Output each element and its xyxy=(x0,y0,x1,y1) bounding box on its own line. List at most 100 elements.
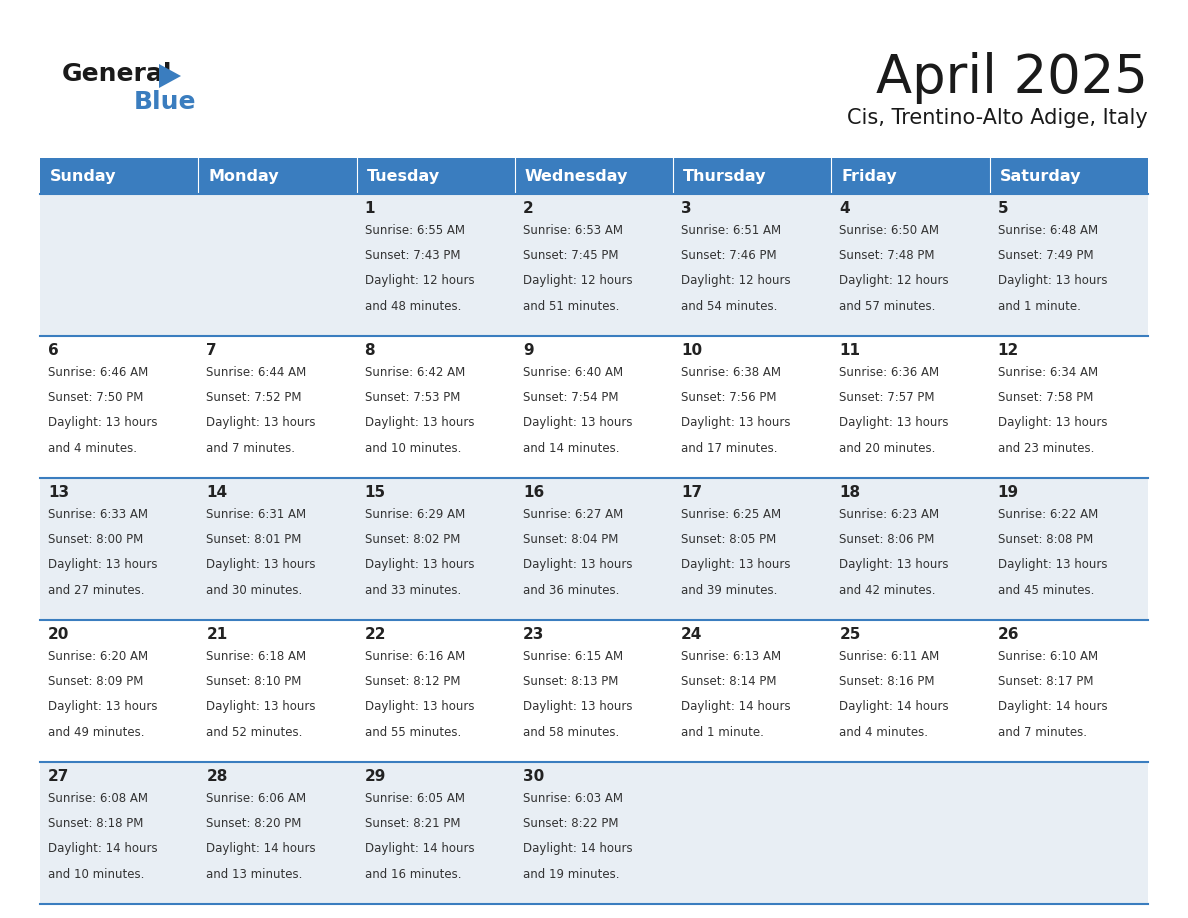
Text: and 33 minutes.: and 33 minutes. xyxy=(365,584,461,597)
Text: Daylight: 13 hours: Daylight: 13 hours xyxy=(840,417,949,430)
Text: Sunset: 7:58 PM: Sunset: 7:58 PM xyxy=(998,391,1093,404)
Text: 21: 21 xyxy=(207,627,228,642)
Text: Sunrise: 6:55 AM: Sunrise: 6:55 AM xyxy=(365,224,465,237)
Text: Sunrise: 6:40 AM: Sunrise: 6:40 AM xyxy=(523,366,623,379)
Text: Sunrise: 6:05 AM: Sunrise: 6:05 AM xyxy=(365,792,465,805)
Text: Sunrise: 6:20 AM: Sunrise: 6:20 AM xyxy=(48,650,148,663)
Text: April 2025: April 2025 xyxy=(876,52,1148,104)
Bar xyxy=(198,158,356,194)
Text: and 7 minutes.: and 7 minutes. xyxy=(207,442,296,454)
Text: Sunrise: 6:10 AM: Sunrise: 6:10 AM xyxy=(998,650,1098,663)
Bar xyxy=(832,158,990,194)
Text: Daylight: 14 hours: Daylight: 14 hours xyxy=(48,843,158,856)
Text: Sunrise: 6:27 AM: Sunrise: 6:27 AM xyxy=(523,508,624,521)
Bar xyxy=(40,620,1148,762)
Text: Daylight: 13 hours: Daylight: 13 hours xyxy=(365,417,474,430)
Text: and 48 minutes.: and 48 minutes. xyxy=(365,299,461,313)
Text: Sunrise: 6:53 AM: Sunrise: 6:53 AM xyxy=(523,224,623,237)
Text: and 7 minutes.: and 7 minutes. xyxy=(998,726,1087,739)
Text: Daylight: 13 hours: Daylight: 13 hours xyxy=(48,558,158,572)
Text: Sunrise: 6:51 AM: Sunrise: 6:51 AM xyxy=(681,224,782,237)
Text: 24: 24 xyxy=(681,627,702,642)
Text: Sunset: 8:12 PM: Sunset: 8:12 PM xyxy=(365,676,460,688)
Text: Sunset: 8:22 PM: Sunset: 8:22 PM xyxy=(523,817,619,830)
Text: Sunrise: 6:25 AM: Sunrise: 6:25 AM xyxy=(681,508,782,521)
Text: Sunrise: 6:33 AM: Sunrise: 6:33 AM xyxy=(48,508,148,521)
Text: Sunrise: 6:11 AM: Sunrise: 6:11 AM xyxy=(840,650,940,663)
Bar xyxy=(356,158,514,194)
Text: Sunset: 7:46 PM: Sunset: 7:46 PM xyxy=(681,250,777,263)
Text: Sunday: Sunday xyxy=(50,169,116,184)
Text: Sunrise: 6:15 AM: Sunrise: 6:15 AM xyxy=(523,650,623,663)
Text: Daylight: 13 hours: Daylight: 13 hours xyxy=(365,700,474,713)
Text: and 30 minutes.: and 30 minutes. xyxy=(207,584,303,597)
Text: Sunrise: 6:23 AM: Sunrise: 6:23 AM xyxy=(840,508,940,521)
Text: Daylight: 13 hours: Daylight: 13 hours xyxy=(840,558,949,572)
Text: 22: 22 xyxy=(365,627,386,642)
Text: Daylight: 14 hours: Daylight: 14 hours xyxy=(998,700,1107,713)
Text: Daylight: 14 hours: Daylight: 14 hours xyxy=(207,843,316,856)
Text: Saturday: Saturday xyxy=(1000,169,1081,184)
Text: Thursday: Thursday xyxy=(683,169,766,184)
Text: Daylight: 13 hours: Daylight: 13 hours xyxy=(207,558,316,572)
Text: 2: 2 xyxy=(523,201,533,216)
Text: 13: 13 xyxy=(48,485,69,500)
Text: Sunrise: 6:46 AM: Sunrise: 6:46 AM xyxy=(48,366,148,379)
Text: Sunrise: 6:48 AM: Sunrise: 6:48 AM xyxy=(998,224,1098,237)
Text: and 1 minute.: and 1 minute. xyxy=(998,299,1081,313)
Text: and 20 minutes.: and 20 minutes. xyxy=(840,442,936,454)
Text: Daylight: 13 hours: Daylight: 13 hours xyxy=(207,700,316,713)
Text: Sunrise: 6:44 AM: Sunrise: 6:44 AM xyxy=(207,366,307,379)
Text: Daylight: 13 hours: Daylight: 13 hours xyxy=(998,274,1107,287)
Text: Sunset: 8:05 PM: Sunset: 8:05 PM xyxy=(681,533,777,546)
Text: 3: 3 xyxy=(681,201,691,216)
Text: 5: 5 xyxy=(998,201,1009,216)
Text: Sunrise: 6:38 AM: Sunrise: 6:38 AM xyxy=(681,366,782,379)
Text: Daylight: 13 hours: Daylight: 13 hours xyxy=(207,417,316,430)
Text: and 58 minutes.: and 58 minutes. xyxy=(523,726,619,739)
Text: and 51 minutes.: and 51 minutes. xyxy=(523,299,619,313)
Text: Sunset: 8:18 PM: Sunset: 8:18 PM xyxy=(48,817,144,830)
Text: Sunset: 7:56 PM: Sunset: 7:56 PM xyxy=(681,391,777,404)
Text: 1: 1 xyxy=(365,201,375,216)
Text: Daylight: 13 hours: Daylight: 13 hours xyxy=(523,417,632,430)
Text: Daylight: 13 hours: Daylight: 13 hours xyxy=(523,558,632,572)
Text: 17: 17 xyxy=(681,485,702,500)
Text: 30: 30 xyxy=(523,769,544,784)
Text: and 10 minutes.: and 10 minutes. xyxy=(48,868,145,880)
Text: Sunset: 8:08 PM: Sunset: 8:08 PM xyxy=(998,533,1093,546)
Text: Sunset: 7:57 PM: Sunset: 7:57 PM xyxy=(840,391,935,404)
Text: Sunrise: 6:34 AM: Sunrise: 6:34 AM xyxy=(998,366,1098,379)
Bar xyxy=(40,336,1148,478)
Text: Daylight: 13 hours: Daylight: 13 hours xyxy=(365,558,474,572)
Text: Sunrise: 6:08 AM: Sunrise: 6:08 AM xyxy=(48,792,148,805)
Text: Sunrise: 6:18 AM: Sunrise: 6:18 AM xyxy=(207,650,307,663)
Text: Sunset: 8:14 PM: Sunset: 8:14 PM xyxy=(681,676,777,688)
Text: and 55 minutes.: and 55 minutes. xyxy=(365,726,461,739)
Text: Daylight: 12 hours: Daylight: 12 hours xyxy=(523,274,632,287)
Text: Sunrise: 6:50 AM: Sunrise: 6:50 AM xyxy=(840,224,940,237)
Text: Sunset: 7:54 PM: Sunset: 7:54 PM xyxy=(523,391,619,404)
Text: Sunset: 8:20 PM: Sunset: 8:20 PM xyxy=(207,817,302,830)
Text: 19: 19 xyxy=(998,485,1019,500)
Text: Daylight: 14 hours: Daylight: 14 hours xyxy=(681,700,791,713)
Text: 4: 4 xyxy=(840,201,851,216)
Text: Sunset: 7:53 PM: Sunset: 7:53 PM xyxy=(365,391,460,404)
Text: and 19 minutes.: and 19 minutes. xyxy=(523,868,619,880)
Text: Daylight: 13 hours: Daylight: 13 hours xyxy=(523,700,632,713)
Text: Sunset: 7:49 PM: Sunset: 7:49 PM xyxy=(998,250,1093,263)
Text: Tuesday: Tuesday xyxy=(367,169,440,184)
Text: and 13 minutes.: and 13 minutes. xyxy=(207,868,303,880)
Text: 15: 15 xyxy=(365,485,386,500)
Text: Sunrise: 6:16 AM: Sunrise: 6:16 AM xyxy=(365,650,465,663)
Text: 18: 18 xyxy=(840,485,860,500)
Text: and 4 minutes.: and 4 minutes. xyxy=(48,442,137,454)
Bar xyxy=(674,158,832,194)
Text: Daylight: 13 hours: Daylight: 13 hours xyxy=(681,558,791,572)
Text: and 23 minutes.: and 23 minutes. xyxy=(998,442,1094,454)
Text: and 36 minutes.: and 36 minutes. xyxy=(523,584,619,597)
Text: Cis, Trentino-Alto Adige, Italy: Cis, Trentino-Alto Adige, Italy xyxy=(847,108,1148,128)
Text: and 1 minute.: and 1 minute. xyxy=(681,726,764,739)
Text: Sunrise: 6:29 AM: Sunrise: 6:29 AM xyxy=(365,508,465,521)
Text: Sunset: 8:02 PM: Sunset: 8:02 PM xyxy=(365,533,460,546)
